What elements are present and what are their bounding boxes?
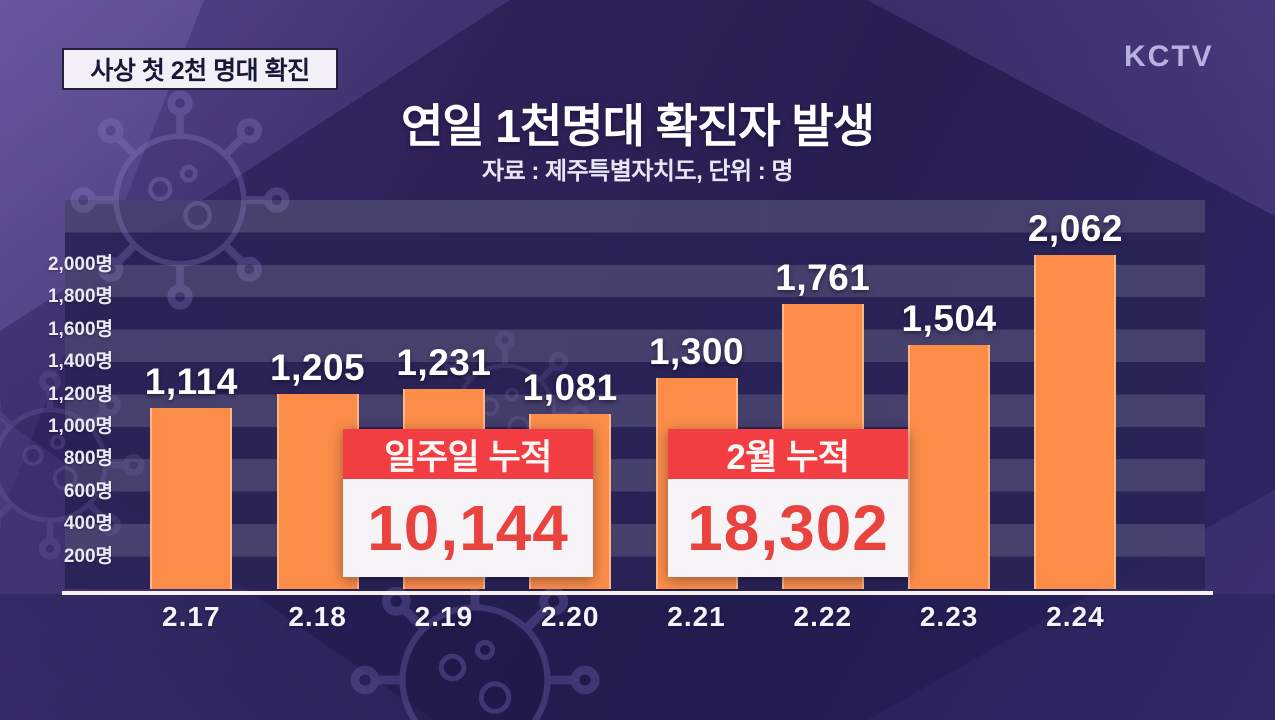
chart-source-and-unit: 자료 : 제주특별자치도, 단위 : 명 (482, 158, 793, 185)
bar-value-label-2.22: 1,761 (775, 256, 871, 298)
x-axis-tick-label-2.17: 2.17 (162, 601, 221, 632)
y-axis-tick-label: 600명 (63, 480, 113, 502)
y-axis-tick-label: 1,600명 (47, 318, 113, 340)
annotation-february-cumulative: 2월 누적 18,302 (668, 429, 908, 577)
bar-value-label-2.23: 1,504 (901, 298, 997, 340)
x-axis-tick-label-2.23: 2.23 (919, 601, 979, 632)
x-axis-tick-label-2.19: 2.19 (414, 601, 474, 632)
annotation-weekly-cumulative: 일주일 누적 10,144 (343, 429, 593, 577)
y-axis-tick-label: 1,200명 (47, 383, 113, 405)
y-axis-tick-label: 800명 (63, 448, 113, 470)
bar-value-label-2.24: 2,062 (1027, 207, 1123, 249)
annotation-weekly-cumulative-label: 일주일 누적 (343, 429, 593, 479)
y-axis-tick-label: 1,400명 (47, 351, 113, 373)
x-axis-tick-label-2.18: 2.18 (288, 601, 347, 632)
x-axis-tick-label-2.22: 2.22 (793, 601, 853, 632)
y-axis-tick-label: 400명 (63, 513, 113, 535)
x-axis-tick-label-2.21: 2.21 (667, 601, 726, 632)
y-axis-tick-label: 2,000명 (47, 253, 113, 275)
bar-2.17 (150, 408, 233, 589)
bar-value-label-2.17: 1,114 (144, 361, 238, 403)
x-axis-baseline (62, 591, 1213, 595)
chart-plot-area: 200명 400명 600명 800명 1,000명 1,200명 1,400명 1,600명… (48, 200, 1205, 589)
headline-badge: 사상 첫 2천 명대 확진 (62, 48, 338, 90)
kctv-logo: KCTV (1124, 40, 1214, 73)
annotation-weekly-cumulative-value: 10,144 (343, 479, 593, 577)
page-title: 연일 1천명대 확진자 발생 (400, 100, 875, 152)
y-axis-tick-label: 1,800명 (47, 286, 113, 308)
annotation-february-cumulative-label: 2월 누적 (668, 429, 908, 479)
y-axis-tick-label: 200명 (63, 545, 113, 567)
bar-value-label-2.21: 1,300 (648, 331, 745, 373)
bar-2.23 (908, 345, 991, 589)
bar-value-label-2.18: 1,205 (270, 346, 366, 388)
annotation-february-cumulative-value: 18,302 (668, 479, 908, 577)
y-axis-tick-label: 1,000명 (47, 415, 113, 437)
x-axis-labels: 2.17 2.18 2.19 2.20 2.21 2.22 2.23 2.24 (65, 601, 1205, 635)
x-axis-tick-label-2.24: 2.24 (1046, 601, 1105, 632)
bar-2.24 (1034, 254, 1117, 589)
x-axis-tick-label-2.20: 2.20 (540, 601, 600, 632)
